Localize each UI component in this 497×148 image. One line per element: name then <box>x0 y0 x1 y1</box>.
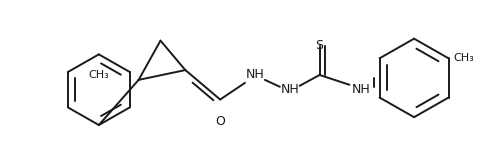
Text: NH: NH <box>352 83 371 96</box>
Text: CH₃: CH₃ <box>453 53 474 63</box>
Text: NH: NH <box>246 69 264 82</box>
Text: O: O <box>215 115 225 128</box>
Text: CH₃: CH₃ <box>88 70 109 80</box>
Text: NH: NH <box>280 83 299 96</box>
Text: S: S <box>316 39 324 52</box>
